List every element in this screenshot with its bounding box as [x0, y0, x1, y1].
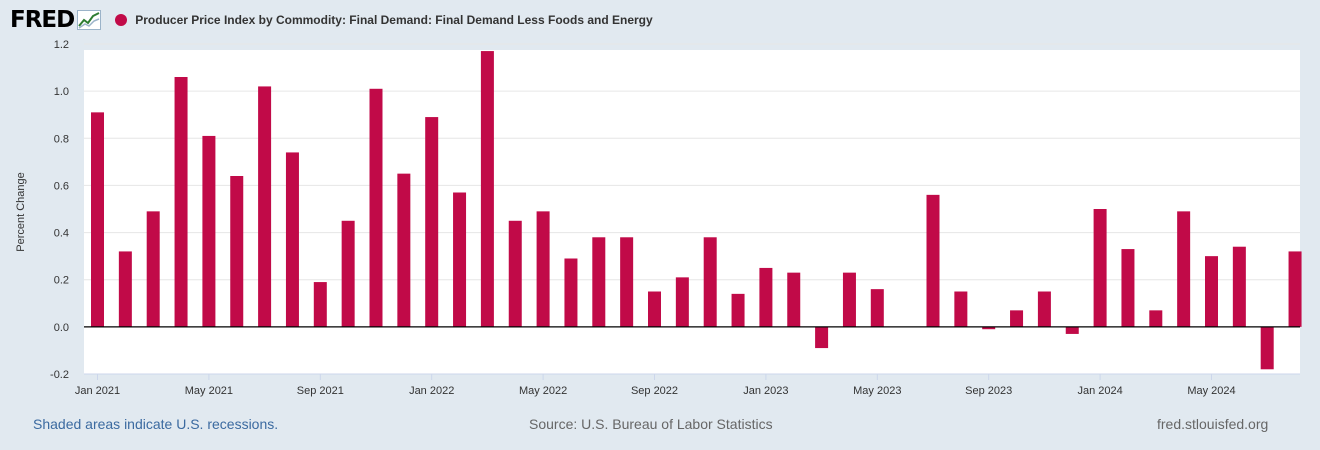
y-axis-label: Percent Change — [15, 172, 27, 252]
x-tick-label: May 2024 — [1187, 385, 1235, 397]
bar[interactable] — [1121, 249, 1135, 327]
bar[interactable] — [118, 251, 132, 327]
bar-chart: 1.2 1.0 0.8 0.6 0.4 0.2 0.0 -0.2 Jan 2021 May 20… — [15, 39, 1302, 397]
bar[interactable] — [1177, 211, 1191, 327]
x-tick-label: Sep 2022 — [631, 385, 678, 397]
bar[interactable] — [425, 117, 439, 327]
x-tick-label: May 2023 — [853, 385, 901, 397]
bar[interactable] — [842, 272, 856, 327]
bar[interactable] — [954, 291, 968, 327]
bar[interactable] — [1065, 326, 1079, 334]
x-tick-label: May 2021 — [185, 385, 233, 397]
bar[interactable] — [202, 135, 216, 327]
y-tick-label: -0.2 — [50, 369, 69, 381]
chart-header: FRED Producer Price Index by Commodity: … — [10, 6, 653, 34]
bar[interactable] — [870, 289, 884, 327]
bar[interactable] — [1205, 256, 1218, 327]
x-tick-label: Jan 2021 — [75, 385, 120, 397]
bar[interactable] — [285, 152, 299, 327]
bar[interactable] — [174, 77, 188, 327]
y-tick-label: 0.6 — [54, 180, 69, 192]
bar[interactable] — [648, 291, 661, 327]
bar[interactable] — [703, 237, 717, 327]
bar[interactable] — [1037, 291, 1051, 327]
bar[interactable] — [731, 293, 745, 327]
bar-series — [91, 51, 1302, 370]
x-tick-label: Jan 2024 — [1077, 385, 1122, 397]
bar[interactable] — [675, 277, 689, 327]
y-tick-label: 0.0 — [54, 322, 69, 334]
y-tick-label: 0.4 — [54, 228, 69, 240]
bar[interactable] — [146, 211, 160, 327]
bar[interactable] — [397, 173, 411, 327]
bar[interactable] — [341, 220, 355, 327]
source-note: Source: U.S. Bureau of Labor Statistics — [529, 416, 773, 432]
y-tick-label: 1.2 — [54, 39, 69, 51]
fred-logo[interactable]: FRED — [10, 7, 102, 33]
bar[interactable] — [620, 237, 634, 327]
bar[interactable] — [91, 112, 104, 327]
bar[interactable] — [592, 237, 606, 327]
bar[interactable] — [1260, 326, 1274, 370]
bar[interactable] — [480, 51, 494, 327]
bar[interactable] — [1010, 310, 1024, 327]
bar[interactable] — [258, 86, 272, 327]
y-axis-ticks: 1.2 1.0 0.8 0.6 0.4 0.2 0.0 -0.2 — [50, 39, 69, 381]
bar[interactable] — [926, 194, 940, 327]
x-axis-ticks: Jan 2021 May 2021 Sep 2021 Jan 2022 May 2022… — [75, 373, 1300, 397]
bar[interactable] — [1093, 209, 1107, 327]
bar[interactable] — [508, 220, 522, 327]
fred-logo-text: FRED — [10, 7, 75, 33]
bar[interactable] — [787, 272, 801, 327]
y-tick-label: 1.0 — [54, 86, 69, 98]
bar[interactable] — [1149, 310, 1163, 327]
y-tick-label: 0.2 — [54, 275, 69, 287]
y-tick-label: 0.8 — [54, 133, 69, 145]
x-tick-label: Sep 2023 — [965, 385, 1012, 397]
bar[interactable] — [313, 282, 327, 327]
x-tick-label: Sep 2021 — [297, 385, 344, 397]
bar[interactable] — [230, 176, 244, 327]
legend-series-marker — [115, 14, 128, 26]
bar[interactable] — [453, 192, 467, 327]
chart-line-icon — [77, 10, 102, 30]
bar[interactable] — [564, 258, 578, 327]
x-tick-label: Jan 2022 — [409, 385, 454, 397]
bar[interactable] — [759, 267, 773, 327]
site-url[interactable]: fred.stlouisfed.org — [1157, 416, 1269, 432]
bar[interactable] — [1232, 246, 1246, 327]
series-title: Producer Price Index by Commodity: Final… — [135, 13, 653, 27]
recession-note[interactable]: Shaded areas indicate U.S. recessions. — [33, 416, 279, 432]
x-tick-label: Jan 2023 — [743, 385, 788, 397]
bar[interactable] — [369, 88, 383, 327]
x-tick-label: May 2022 — [519, 385, 567, 397]
bar[interactable] — [982, 326, 996, 330]
bar[interactable] — [536, 211, 550, 327]
bar[interactable] — [815, 326, 829, 349]
bar[interactable] — [1288, 251, 1302, 327]
